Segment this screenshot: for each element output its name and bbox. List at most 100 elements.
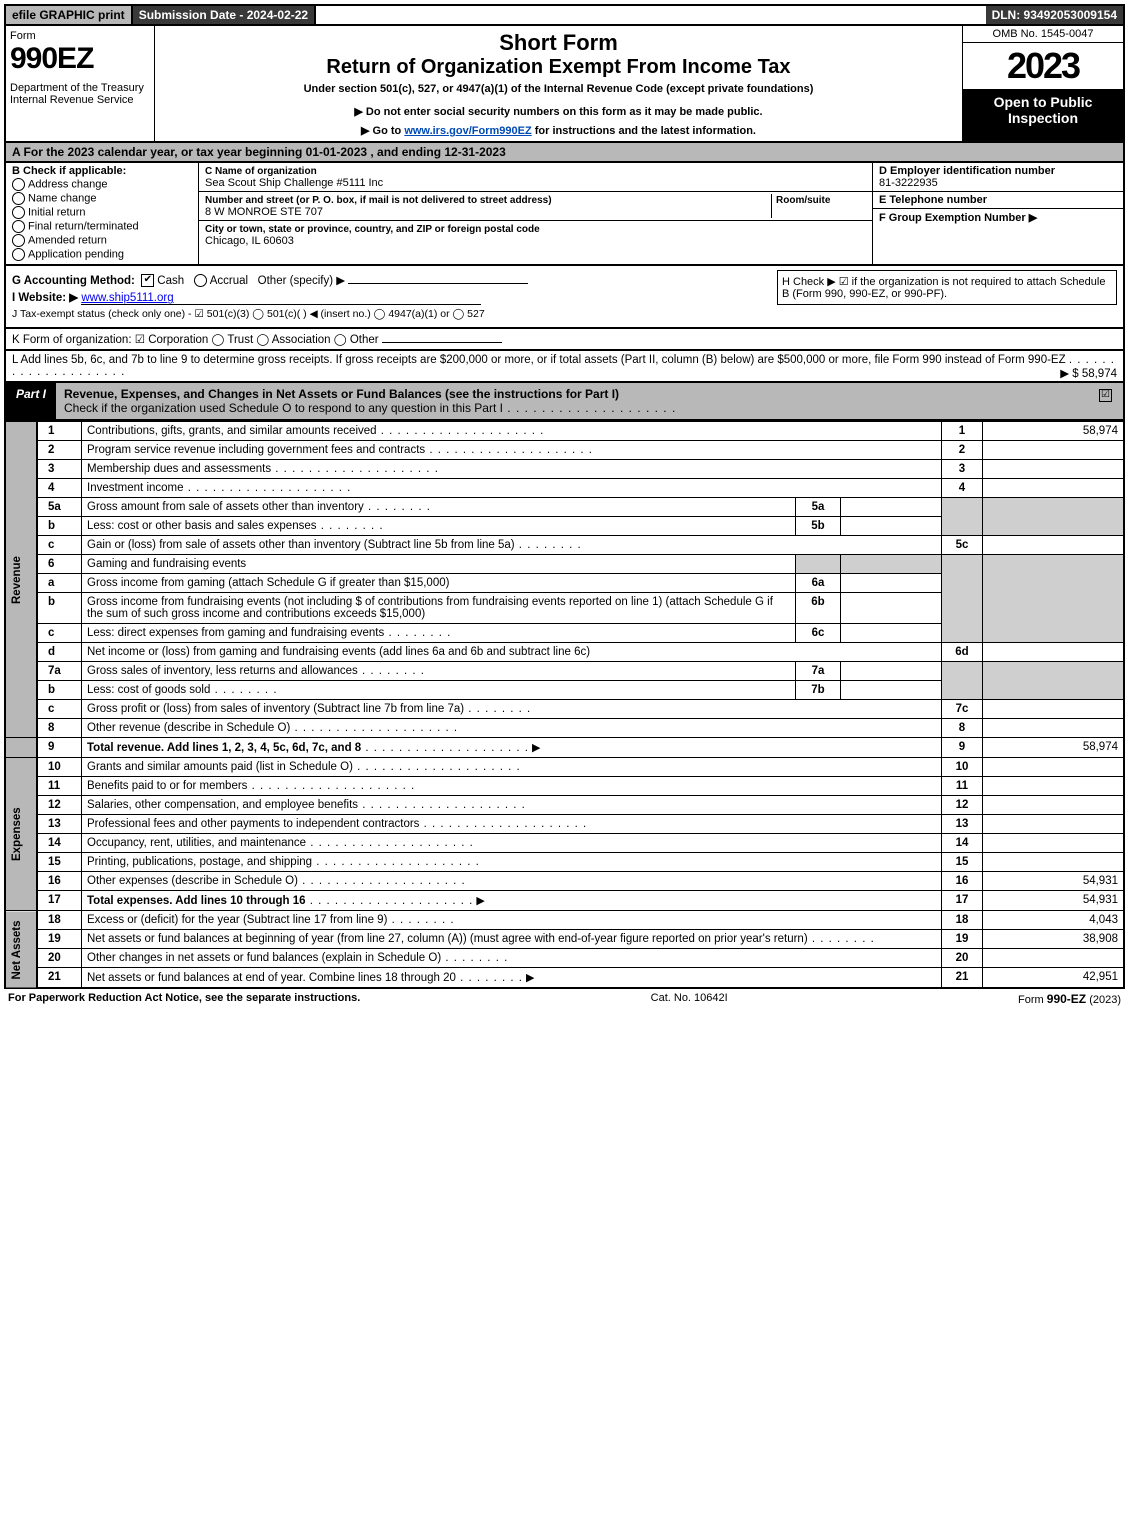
opt-address-change[interactable]: Address change — [12, 178, 192, 191]
room-label: Room/suite — [776, 195, 830, 206]
org-name: Sea Scout Ship Challenge #5111 Inc — [205, 177, 383, 189]
l5c-amt — [983, 536, 1125, 555]
l4-num: 4 — [37, 479, 82, 498]
g-other-input[interactable] — [348, 283, 528, 284]
l15-desc: Printing, publications, postage, and shi… — [82, 853, 942, 872]
tax-year: 2023 — [963, 43, 1123, 90]
col-def: D Employer identification number 81-3222… — [872, 163, 1123, 264]
f-group-cell: F Group Exemption Number ▶ — [873, 209, 1123, 264]
org-city: Chicago, IL 60603 — [205, 235, 294, 247]
g-accrual: Accrual — [210, 275, 248, 287]
l3-num: 3 — [37, 460, 82, 479]
l7c-amt — [983, 700, 1125, 719]
goto-pre: ▶ Go to — [361, 125, 404, 137]
l11-desc: Benefits paid to or for members — [82, 777, 942, 796]
l-amount: ▶ $ 58,974 — [1060, 366, 1117, 380]
l-text: L Add lines 5b, 6c, and 7b to line 9 to … — [12, 354, 1066, 366]
l7ab-grey — [942, 662, 983, 700]
k-other-input[interactable] — [382, 342, 502, 343]
goto-line: ▶ Go to www.irs.gov/Form990EZ for instru… — [159, 124, 958, 137]
l20-amt — [983, 949, 1125, 968]
omb-number: OMB No. 1545-0047 — [963, 26, 1123, 43]
l6d-amt — [983, 643, 1125, 662]
l21-r: 21 — [942, 968, 983, 989]
l6-num: 6 — [37, 555, 82, 574]
l20-r: 20 — [942, 949, 983, 968]
l17-desc: Total expenses. Add lines 10 through 16 — [82, 891, 942, 911]
efile-print-label[interactable]: efile GRAPHIC print — [6, 6, 133, 24]
opt-amended-return[interactable]: Amended return — [12, 234, 192, 247]
l3-r: 3 — [942, 460, 983, 479]
opt-name-change[interactable]: Name change — [12, 192, 192, 205]
website-link[interactable]: www.ship5111.org — [81, 292, 173, 304]
l20-num: 20 — [37, 949, 82, 968]
opt-final-return[interactable]: Final return/terminated — [12, 220, 192, 233]
e-label: E Telephone number — [879, 194, 987, 206]
l17-r: 17 — [942, 891, 983, 911]
l12-num: 12 — [37, 796, 82, 815]
l8-desc: Other revenue (describe in Schedule O) — [82, 719, 942, 738]
opt-application-pending[interactable]: Application pending — [12, 248, 192, 261]
g-other: Other (specify) ▶ — [258, 275, 345, 287]
l9-r: 9 — [942, 738, 983, 758]
org-street: 8 W MONROE STE 707 — [205, 206, 323, 218]
g-accrual-check[interactable] — [194, 274, 207, 287]
l6a-sv — [841, 574, 942, 593]
l1-desc: Contributions, gifts, grants, and simila… — [82, 422, 942, 441]
l6b-sv — [841, 593, 942, 624]
i-label: I Website: ▶ — [12, 292, 78, 304]
c-street-label: Number and street (or P. O. box, if mail… — [205, 195, 552, 206]
l21-desc: Net assets or fund balances at end of ye… — [82, 968, 942, 989]
e-phone-cell: E Telephone number — [873, 192, 1123, 209]
ghij-block: H Check ▶ ☑ if the organization is not r… — [4, 266, 1125, 329]
l11-amt — [983, 777, 1125, 796]
l2-r: 2 — [942, 441, 983, 460]
l10-amt — [983, 758, 1125, 777]
g-cash: Cash — [157, 275, 184, 287]
g-cash-check[interactable]: ✔ — [141, 274, 154, 287]
lines-table: Revenue 1 Contributions, gifts, grants, … — [4, 421, 1125, 989]
l9-amt: 58,974 — [983, 738, 1125, 758]
l9-num: 9 — [37, 738, 82, 758]
l7a-desc: Gross sales of inventory, less returns a… — [82, 662, 796, 681]
l16-desc: Other expenses (describe in Schedule O) — [82, 872, 942, 891]
l11-r: 11 — [942, 777, 983, 796]
part-i-subtitle: Check if the organization used Schedule … — [64, 401, 503, 415]
side-net-assets: Net Assets — [5, 911, 37, 989]
open-public-inspection: Open to Public Inspection — [963, 90, 1123, 141]
side-revenue: Revenue — [5, 422, 37, 738]
c-city-label: City or town, state or province, country… — [205, 224, 540, 235]
l13-desc: Professional fees and other payments to … — [82, 815, 942, 834]
part-i-check[interactable]: ☑ — [1091, 383, 1123, 419]
l8-num: 8 — [37, 719, 82, 738]
l6-desc: Gaming and fundraising events — [82, 555, 796, 574]
l6c-desc: Less: direct expenses from gaming and fu… — [82, 624, 796, 643]
j-tax-exempt: J Tax-exempt status (check only one) - ☑… — [12, 308, 1117, 320]
main-title: Return of Organization Exempt From Incom… — [159, 56, 958, 79]
l5b-s: 5b — [796, 517, 841, 536]
l16-amt: 54,931 — [983, 872, 1125, 891]
l5a-desc: Gross amount from sale of assets other t… — [82, 498, 796, 517]
entity-block: B Check if applicable: Address change Na… — [4, 163, 1125, 266]
l4-desc: Investment income — [82, 479, 942, 498]
g-label: G Accounting Method: — [12, 275, 135, 287]
l17-num: 17 — [37, 891, 82, 911]
l10-num: 10 — [37, 758, 82, 777]
footer-right: Form 990-EZ (2023) — [1018, 992, 1121, 1006]
l15-amt — [983, 853, 1125, 872]
opt-initial-return[interactable]: Initial return — [12, 206, 192, 219]
l17-amt: 54,931 — [983, 891, 1125, 911]
header-right: OMB No. 1545-0047 2023 Open to Public In… — [962, 26, 1123, 141]
l7a-s: 7a — [796, 662, 841, 681]
irs-link[interactable]: www.irs.gov/Form990EZ — [404, 125, 531, 137]
l6-grey1 — [796, 555, 841, 574]
l18-num: 18 — [37, 911, 82, 930]
header-center: Short Form Return of Organization Exempt… — [155, 26, 962, 141]
form-header: Form 990EZ Department of the Treasury In… — [4, 26, 1125, 143]
short-form-title: Short Form — [159, 30, 958, 56]
l7c-num: c — [37, 700, 82, 719]
l6d-desc: Net income or (loss) from gaming and fun… — [82, 643, 942, 662]
c-name-label: C Name of organization — [205, 166, 317, 177]
dept-label: Department of the Treasury Internal Reve… — [10, 82, 150, 106]
part-i-header: Part I Revenue, Expenses, and Changes in… — [4, 383, 1125, 421]
